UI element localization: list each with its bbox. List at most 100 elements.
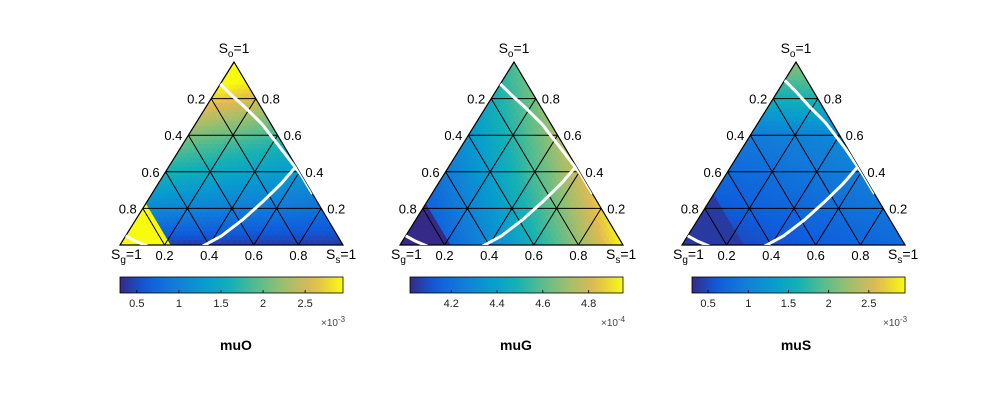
tick-label-left: 0.8 (119, 201, 137, 216)
colorbar-tick-label: 1.5 (213, 298, 228, 310)
field-muS (682, 62, 905, 245)
tick-label-right: 0.6 (564, 128, 582, 143)
corner-label-right: Ss=1 (606, 246, 637, 266)
grid-line (577, 208, 602, 246)
tick-label-bottom: 0.6 (807, 248, 825, 263)
tick-label-bottom: 0.2 (156, 248, 174, 263)
colorbar-tick-label: 1 (176, 298, 182, 310)
tick-label-left: 0.6 (422, 165, 440, 180)
grid-line (253, 171, 300, 246)
tick-labels-muO: 0.2 0.8 0.2 0.4 0.6 0.4 0.6 0.4 0.6 0.8 0.2 0.8 (119, 92, 346, 263)
field-muG (400, 62, 623, 245)
boundary-curve-2 (404, 165, 578, 245)
tick-labels-muG: 0.2 0.8 0.2 0.4 0.6 0.4 0.6 0.4 0.6 0.8 0.2 0.8 (399, 92, 626, 263)
colorbar-tick-label: 4.2 (444, 298, 459, 310)
colorbar-tick-label: 4.8 (581, 298, 596, 310)
tick-label-right: 0.4 (867, 165, 885, 180)
tick-label-left: 0.2 (187, 92, 205, 107)
tick-label-bottom: 0.2 (718, 248, 736, 263)
tick-label-right: 0.4 (305, 165, 323, 180)
colorbar-tick-label: 1 (745, 298, 751, 310)
grid-line (445, 171, 490, 246)
tick-label-left: 0.8 (399, 201, 417, 216)
panel-title: muO (220, 337, 252, 353)
colorbar-muS: 0.5 1 1.5 2 2.5 ×10-3 (691, 276, 908, 329)
colorbar-gradient (691, 276, 906, 294)
tick-label-right: 0.6 (846, 128, 864, 143)
grid-line (770, 134, 841, 246)
panel-muG: 0.2 0.8 0.2 0.4 0.6 0.4 0.6 0.4 0.6 0.8 0.2 0.8 So=1… (391, 40, 637, 353)
tick-label-bottom: 0.4 (480, 248, 498, 263)
grid-line (142, 208, 166, 246)
panel-title: muG (500, 337, 532, 353)
tick-label-bottom: 0.8 (569, 248, 587, 263)
triangle-outline (118, 60, 345, 246)
panel-muS: 0.2 0.8 0.2 0.4 0.6 0.4 0.6 0.4 0.6 0.8 0.2 0.8 So=1… (673, 40, 919, 353)
corner-label-top: So=1 (781, 40, 812, 60)
field-muO (120, 62, 343, 245)
grid-muS (704, 98, 884, 246)
grid-line (727, 171, 772, 246)
grid-line (422, 208, 446, 246)
colorbar-exponent: ×10-3 (321, 315, 346, 329)
grid-line (488, 134, 559, 246)
tick-label-left: 0.4 (444, 128, 462, 143)
colorbar-tick-label: 0.5 (700, 298, 715, 310)
corner-label-left: Sg=1 (391, 246, 422, 266)
grid-line (533, 171, 580, 246)
tick-label-left: 0.6 (704, 165, 722, 180)
colorbar-muG: 4.2 4.4 4.6 4.8 ×10-4 (409, 276, 626, 329)
boundary-curve-2 (686, 165, 860, 245)
colorbar-tick-label: 4.4 (489, 298, 504, 310)
tick-label-bottom: 0.6 (525, 248, 543, 263)
colorbar-tick-label: 0.5 (129, 298, 144, 310)
corner-label-right: Ss=1 (888, 246, 919, 266)
colorbar-exponent: ×10-3 (883, 315, 908, 329)
grid-line (704, 208, 728, 246)
tick-label-right: 0.2 (889, 201, 907, 216)
tick-label-bottom: 0.8 (289, 248, 307, 263)
tick-label-right: 0.6 (284, 128, 302, 143)
tick-label-left: 0.8 (681, 201, 699, 216)
tick-label-left: 0.4 (726, 128, 744, 143)
tick-label-left: 0.2 (749, 92, 767, 107)
grid-line (749, 134, 817, 246)
tick-label-right: 0.2 (327, 201, 345, 216)
tick-label-right: 0.8 (262, 92, 280, 107)
grid-line (208, 134, 279, 246)
colorbar-tick-label: 2 (826, 298, 832, 310)
corner-label-top: So=1 (219, 40, 250, 60)
tick-label-right: 0.8 (542, 92, 560, 107)
panel-title: muS (781, 337, 811, 353)
colorbar-tick-label: 1.5 (781, 298, 796, 310)
grid-muO (142, 98, 322, 246)
corner-label-right: Ss=1 (326, 246, 357, 266)
colorbar-tick-label: 2.5 (297, 298, 312, 310)
colorbar-gradient (409, 276, 624, 294)
boundary-curve-1 (499, 82, 594, 195)
tick-label-bottom: 0.4 (762, 248, 780, 263)
tick-label-right: 0.8 (824, 92, 842, 107)
panel-muO: 0.2 0.8 0.2 0.4 0.6 0.4 0.6 0.4 0.6 0.8 0.2 0.8 So=1… (111, 40, 357, 353)
colorbar-muO: 0.5 1 1.5 2 2.5 ×10-3 (119, 276, 346, 329)
tick-label-left: 0.2 (467, 92, 485, 107)
grid-line (815, 171, 862, 246)
corner-label-left: Sg=1 (111, 246, 142, 266)
tick-label-bottom: 0.8 (851, 248, 869, 263)
colorbar-tick-label: 2 (260, 298, 266, 310)
tick-label-bottom: 0.6 (245, 248, 263, 263)
grid-line (859, 208, 884, 246)
colorbar-exponent: ×10-4 (601, 315, 626, 329)
grid-line (187, 134, 255, 246)
grid-line (467, 134, 535, 246)
tick-label-bottom: 0.4 (200, 248, 218, 263)
grid-line (297, 208, 322, 246)
grid-line (165, 171, 210, 246)
colorbar-tick-label: 4.6 (535, 298, 550, 310)
tick-label-right: 0.4 (585, 165, 603, 180)
tick-label-left: 0.4 (164, 128, 182, 143)
triangle-outline (398, 60, 625, 246)
corner-label-left: Sg=1 (673, 246, 704, 266)
colorbar-gradient (119, 276, 344, 294)
